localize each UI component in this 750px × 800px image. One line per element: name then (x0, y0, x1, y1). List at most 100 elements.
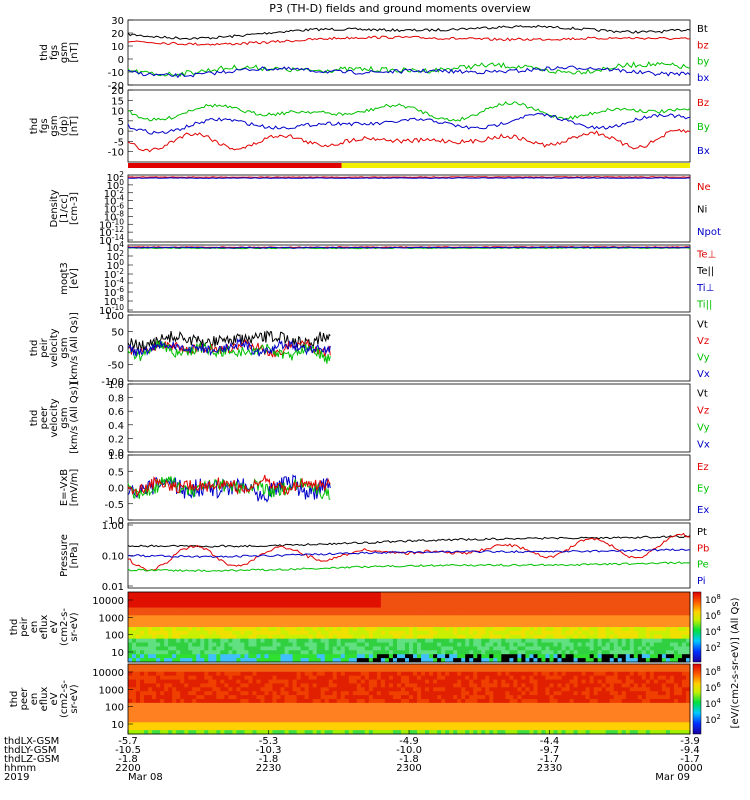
heatmap-cell (240, 646, 245, 651)
heatmap-cell (240, 671, 245, 677)
heatmap-cell (549, 706, 554, 712)
heatmap-cell (176, 638, 181, 643)
heatmap-cell (344, 722, 350, 727)
heatmap-cell (320, 650, 326, 655)
heatmap-cell (529, 722, 534, 727)
heatmap-cell (204, 667, 209, 673)
heatmap-cell (445, 638, 450, 643)
heatmap-cell (128, 658, 133, 663)
heatmap-cell (208, 675, 213, 680)
heatmap-cell (396, 654, 402, 659)
heatmap-cell (673, 623, 679, 628)
heatmap-cell (413, 642, 418, 647)
heatmap-cell (260, 675, 265, 680)
heatmap-cell (661, 595, 667, 601)
heatmap-cell (409, 595, 414, 601)
heatmap-cell (232, 634, 237, 640)
heatmap-cell (224, 714, 229, 719)
heatmap-cell (629, 595, 635, 601)
heatmap-cell (633, 623, 639, 628)
heatmap-cell (392, 654, 398, 659)
heatmap-cell (661, 695, 667, 700)
heatmap-cell (264, 683, 269, 688)
heatmap-cell (248, 638, 253, 643)
heatmap-cell (396, 619, 402, 624)
heatmap-cell (172, 675, 177, 680)
heatmap-cell (284, 607, 289, 612)
heatmap-cell (493, 718, 498, 723)
heatmap-cell (204, 619, 209, 624)
heatmap-cell (228, 699, 233, 704)
heatmap-cell (681, 671, 687, 677)
heatmap-cell (481, 683, 486, 688)
heatmap-cell (328, 658, 334, 663)
heatmap-cell (376, 650, 382, 655)
heatmap-cell (144, 650, 149, 655)
heatmap-cell (461, 695, 466, 700)
heatmap-cell (148, 675, 153, 680)
heatmap-cell (192, 595, 197, 601)
heatmap-cell (132, 706, 137, 712)
heatmap-cell (392, 710, 398, 715)
heatmap-cell (140, 714, 145, 719)
heatmap-cell (224, 726, 229, 731)
heatmap-cell (645, 710, 651, 715)
heatmap-cell (312, 638, 318, 643)
heatmap-cell (561, 607, 566, 612)
heatmap-cell (352, 595, 358, 601)
heatmap-cell (380, 671, 386, 677)
heatmap-cell (473, 695, 478, 700)
heatmap-cell (132, 592, 137, 597)
heatmap-cell (128, 726, 133, 731)
heatmap-cell (665, 679, 671, 684)
heatmap-cell (204, 642, 209, 647)
heatmap-cell (537, 623, 542, 628)
heatmap-cell (445, 691, 450, 696)
heatmap-cell (657, 623, 663, 628)
heatmap-cell (268, 687, 273, 692)
heatmap-cell (609, 664, 615, 669)
heatmap-cell (352, 658, 358, 663)
heatmap-cell (409, 638, 414, 643)
heatmap-cell (348, 691, 354, 696)
heatmap-cell (368, 699, 374, 704)
heatmap-cell (216, 595, 221, 601)
heatmap-cell (573, 627, 578, 632)
heatmap-cell (409, 650, 414, 655)
heatmap-cell (388, 599, 394, 605)
heatmap-cell (489, 714, 494, 719)
heatmap-cell (565, 627, 570, 632)
heatmap-cell (641, 710, 647, 715)
heatmap-cell (324, 592, 330, 597)
heatmap-cell (409, 646, 414, 651)
heatmap-cell (525, 687, 530, 692)
heatmap-cell (673, 627, 679, 632)
heatmap-cell (388, 683, 394, 688)
heatmap-cell (549, 619, 554, 624)
heatmap-cell (469, 691, 474, 696)
heatmap-cell (613, 683, 619, 688)
heatmap-cell (421, 623, 426, 628)
heatmap-cell (681, 619, 687, 624)
heatmap-cell (601, 667, 607, 673)
heatmap-cell (549, 599, 554, 605)
heatmap-cell (669, 679, 675, 684)
heatmap-cell (188, 630, 193, 636)
heatmap-cell (300, 623, 306, 628)
heatmap-cell (232, 726, 237, 731)
heatmap-cell (276, 611, 281, 616)
heatmap-cell (489, 646, 494, 651)
heatmap-cell (300, 638, 306, 643)
heatmap-cell (637, 607, 643, 612)
heatmap-cell (400, 687, 406, 692)
heatmap-cell (501, 599, 506, 605)
heatmap-cell (657, 710, 663, 715)
heatmap-cell (184, 699, 189, 704)
heatmap-cell (565, 702, 570, 708)
heatmap-cell (368, 638, 374, 643)
heatmap-cell (657, 702, 663, 708)
heatmap-cell (421, 630, 426, 636)
heatmap-cell (208, 642, 213, 647)
heatmap-cell (272, 706, 277, 712)
heatmap-cell (208, 634, 213, 640)
